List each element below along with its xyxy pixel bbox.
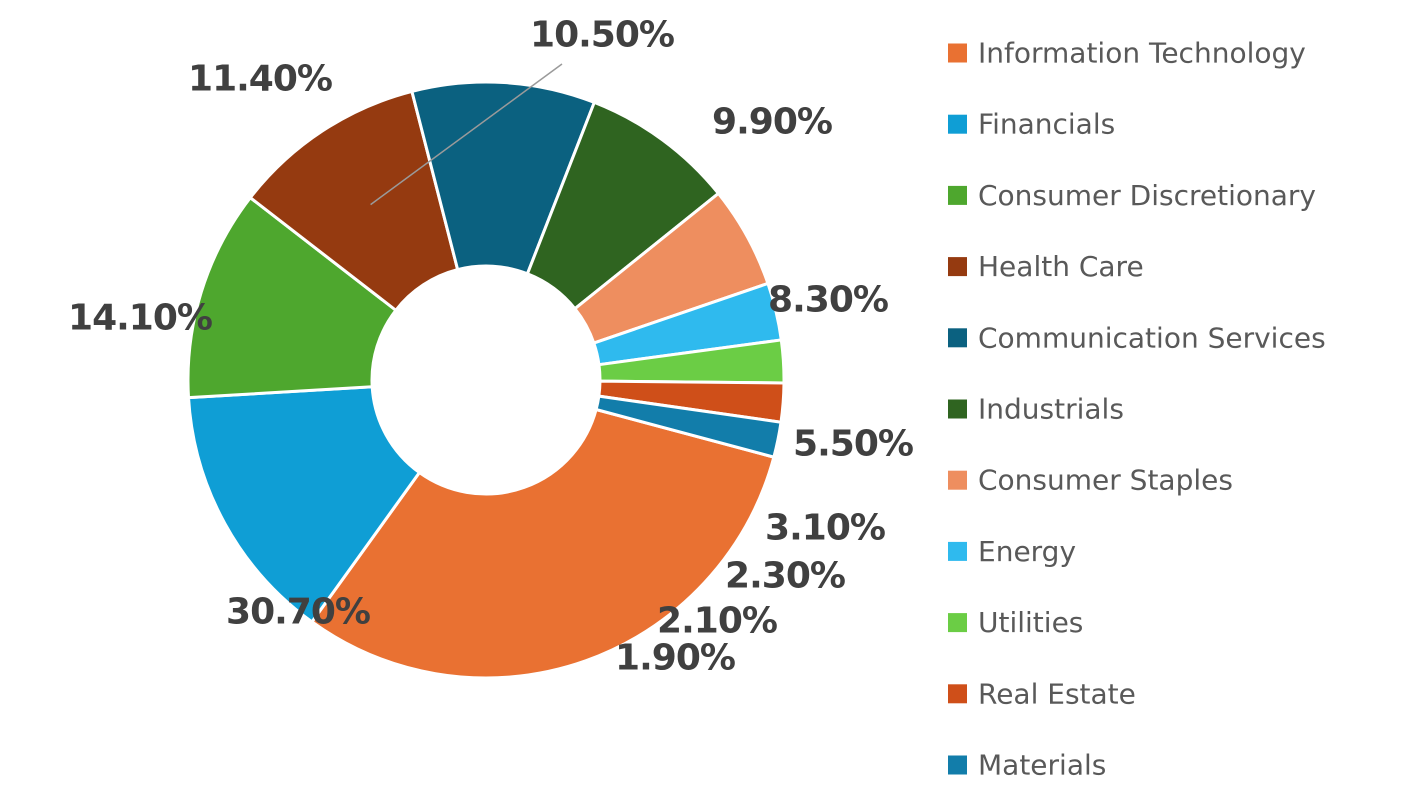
legend-label-utilities: Utilities xyxy=(978,606,1083,639)
data-label-real-estate: 2.10% xyxy=(657,601,777,642)
data-label-consumer-staples: 5.50% xyxy=(793,424,913,465)
legend-swatch-materials xyxy=(948,755,967,775)
legend-item-materials: Materials xyxy=(948,749,1106,782)
legend-item-consumer-discretionary: Consumer Discretionary xyxy=(948,179,1316,212)
slice-materials xyxy=(594,394,783,459)
donut-slices xyxy=(186,80,786,680)
legend-item-consumer-staples: Consumer Staples xyxy=(948,464,1233,497)
legend-swatch-health-care xyxy=(948,257,967,277)
slice-financials xyxy=(187,385,421,624)
legend-swatch-consumer-staples xyxy=(948,470,967,490)
legend-item-utilities: Utilities xyxy=(948,606,1083,639)
data-label-communication-services: 9.90% xyxy=(712,102,832,143)
legend-item-financials: Financials xyxy=(948,108,1115,141)
data-label-energy: 3.10% xyxy=(765,508,885,549)
data-label-utilities: 2.30% xyxy=(725,556,845,597)
leader-line-health-care xyxy=(370,63,563,206)
legend-label-materials: Materials xyxy=(978,749,1106,782)
legend-label-consumer-discretionary: Consumer Discretionary xyxy=(978,179,1316,212)
legend-label-energy: Energy xyxy=(978,535,1076,568)
data-label-information-technology: 30.70% xyxy=(226,592,370,633)
data-label-materials: 1.90% xyxy=(615,638,735,679)
legend-item-communication-services: Communication Services xyxy=(948,321,1326,354)
legend-label-information-technology: Information Technology xyxy=(978,37,1306,70)
legend-item-industrials: Industrials xyxy=(948,393,1124,426)
legend-item-real-estate: Real Estate xyxy=(948,677,1136,710)
legend-item-health-care: Health Care xyxy=(948,250,1144,283)
leader-lines xyxy=(370,63,563,206)
legend-label-financials: Financials xyxy=(978,108,1115,141)
data-label-consumer-discretionary: 11.40% xyxy=(188,59,332,100)
legend-item-energy: Energy xyxy=(948,535,1076,568)
legend-swatch-energy xyxy=(948,541,967,561)
legend-label-health-care: Health Care xyxy=(978,250,1144,283)
slice-health-care xyxy=(248,89,460,312)
legend: Information Technology Financials Consumer… xyxy=(948,37,1326,782)
legend-label-communication-services: Communication Services xyxy=(978,321,1326,354)
legend-swatch-information-technology xyxy=(948,43,967,63)
data-label-industrials: 8.30% xyxy=(768,280,888,321)
slice-information-technology xyxy=(310,408,776,680)
data-label-financials: 14.10% xyxy=(68,298,212,339)
data-labels: 30.70% 14.10% 11.40% 10.50% 9.90% 8.30% 5.50% 3… xyxy=(68,15,914,679)
legend-label-real-estate: Real Estate xyxy=(978,677,1136,710)
legend-label-industrials: Industrials xyxy=(978,393,1124,426)
legend-swatch-consumer-discretionary xyxy=(948,185,967,205)
legend-swatch-real-estate xyxy=(948,684,967,704)
legend-swatch-financials xyxy=(948,114,967,134)
slice-consumer-discretionary xyxy=(186,196,398,400)
legend-swatch-industrials xyxy=(948,399,967,419)
legend-item-information-technology: Information Technology xyxy=(948,37,1306,70)
legend-label-consumer-staples: Consumer Staples xyxy=(978,464,1233,497)
legend-swatch-communication-services xyxy=(948,328,967,348)
data-label-health-care: 10.50% xyxy=(530,15,674,56)
legend-swatch-utilities xyxy=(948,613,967,633)
slice-communication-services xyxy=(410,80,596,276)
